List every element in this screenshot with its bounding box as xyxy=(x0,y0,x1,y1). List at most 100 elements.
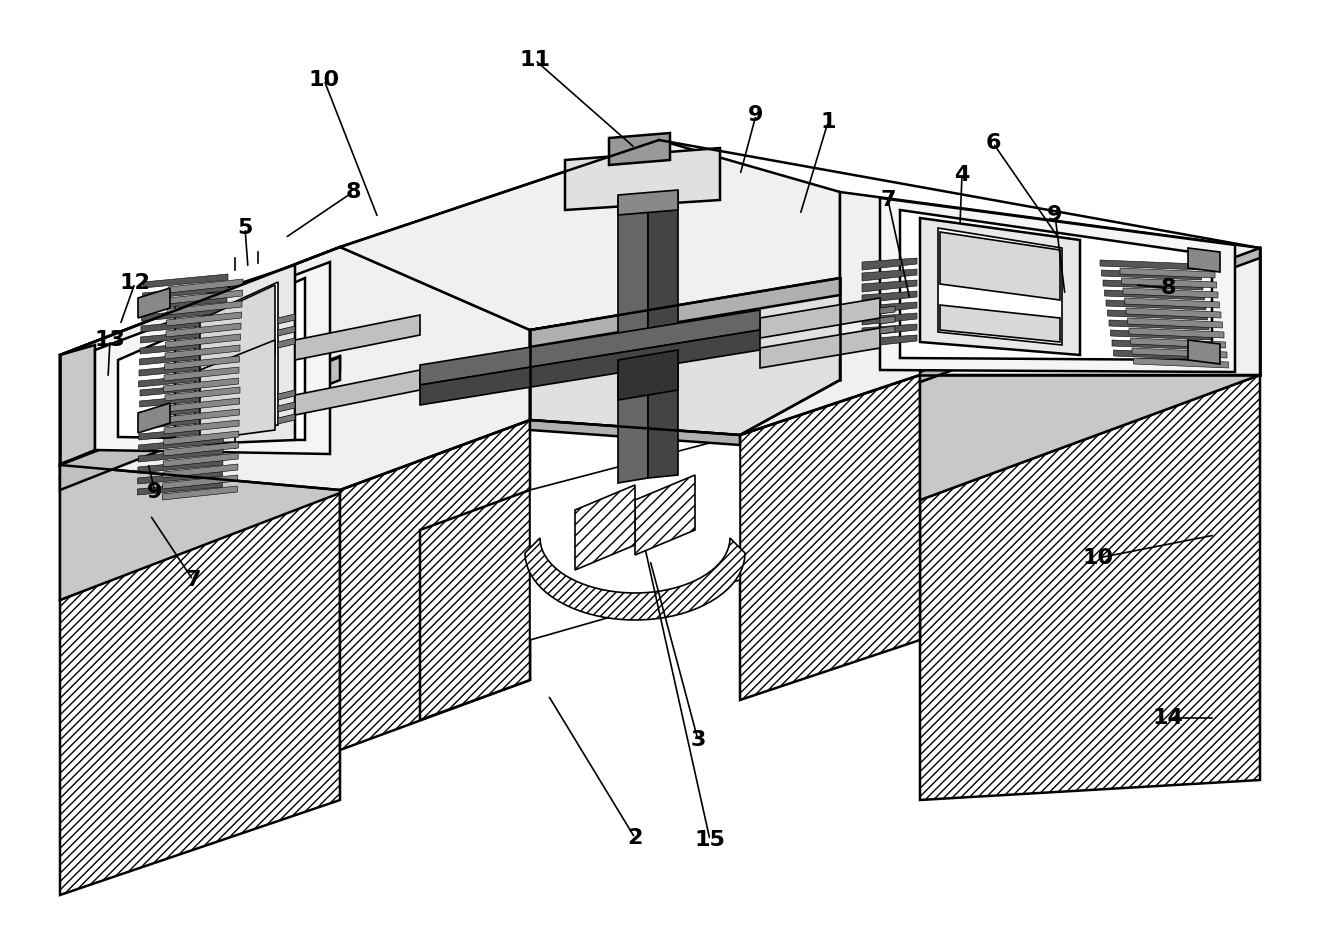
Polygon shape xyxy=(863,258,917,270)
Polygon shape xyxy=(619,195,648,483)
Polygon shape xyxy=(863,291,917,303)
Polygon shape xyxy=(619,190,678,215)
Polygon shape xyxy=(165,409,240,423)
Polygon shape xyxy=(140,340,226,354)
Text: 5: 5 xyxy=(237,218,253,238)
Polygon shape xyxy=(164,464,237,478)
Polygon shape xyxy=(164,420,239,434)
Text: 14: 14 xyxy=(1153,708,1183,728)
Polygon shape xyxy=(1109,320,1210,330)
Polygon shape xyxy=(138,362,224,376)
Polygon shape xyxy=(919,258,1260,500)
Polygon shape xyxy=(1113,350,1213,360)
Polygon shape xyxy=(565,148,720,210)
Polygon shape xyxy=(1125,298,1220,308)
Polygon shape xyxy=(142,285,227,299)
Text: 13: 13 xyxy=(95,330,125,350)
Polygon shape xyxy=(166,312,241,326)
Polygon shape xyxy=(530,278,840,347)
Text: 10: 10 xyxy=(309,70,339,90)
Polygon shape xyxy=(164,378,239,392)
Polygon shape xyxy=(278,314,295,324)
Polygon shape xyxy=(138,437,223,451)
Polygon shape xyxy=(165,356,240,370)
Text: 2: 2 xyxy=(628,828,642,848)
Polygon shape xyxy=(760,298,880,338)
Polygon shape xyxy=(164,453,239,467)
Polygon shape xyxy=(164,367,239,381)
Text: 7: 7 xyxy=(185,570,200,590)
Polygon shape xyxy=(919,375,1260,800)
Polygon shape xyxy=(575,485,634,570)
Text: 12: 12 xyxy=(120,273,150,293)
Polygon shape xyxy=(1132,348,1227,358)
Polygon shape xyxy=(142,274,228,288)
Text: 9: 9 xyxy=(148,482,162,502)
Polygon shape xyxy=(609,133,670,165)
Text: 3: 3 xyxy=(690,730,706,750)
Polygon shape xyxy=(165,387,240,401)
Text: 4: 4 xyxy=(955,165,969,185)
Polygon shape xyxy=(168,301,241,315)
Polygon shape xyxy=(938,228,1062,345)
Text: 6: 6 xyxy=(985,133,1001,153)
Polygon shape xyxy=(140,382,226,396)
Text: 1: 1 xyxy=(820,112,836,132)
Polygon shape xyxy=(138,373,223,387)
Polygon shape xyxy=(278,390,295,400)
Text: 10: 10 xyxy=(1083,548,1113,568)
Polygon shape xyxy=(1111,330,1211,340)
Polygon shape xyxy=(164,442,239,456)
Polygon shape xyxy=(530,192,1260,435)
Polygon shape xyxy=(863,302,917,314)
Polygon shape xyxy=(1101,270,1202,280)
Polygon shape xyxy=(162,475,237,489)
Polygon shape xyxy=(164,431,239,445)
Polygon shape xyxy=(340,420,530,750)
Polygon shape xyxy=(140,404,224,418)
Polygon shape xyxy=(1108,310,1207,320)
Polygon shape xyxy=(59,247,340,465)
Text: 15: 15 xyxy=(695,830,725,850)
Polygon shape xyxy=(880,316,896,324)
Polygon shape xyxy=(138,403,170,433)
Polygon shape xyxy=(863,280,917,292)
Polygon shape xyxy=(863,324,917,336)
Text: 7: 7 xyxy=(880,190,896,210)
Polygon shape xyxy=(1103,280,1203,290)
Polygon shape xyxy=(900,210,1212,360)
Polygon shape xyxy=(59,247,530,490)
Polygon shape xyxy=(525,538,745,620)
Polygon shape xyxy=(880,326,896,334)
Polygon shape xyxy=(142,296,227,310)
Polygon shape xyxy=(648,192,678,478)
Polygon shape xyxy=(295,370,419,415)
Polygon shape xyxy=(278,338,295,348)
Polygon shape xyxy=(1120,268,1215,278)
Polygon shape xyxy=(141,318,226,332)
Polygon shape xyxy=(880,306,896,314)
Polygon shape xyxy=(59,356,340,478)
Polygon shape xyxy=(140,393,224,407)
Polygon shape xyxy=(162,486,237,500)
Polygon shape xyxy=(59,355,340,600)
Polygon shape xyxy=(1128,318,1223,328)
Polygon shape xyxy=(1126,308,1221,318)
Polygon shape xyxy=(168,290,243,304)
Polygon shape xyxy=(59,247,340,355)
Polygon shape xyxy=(138,288,170,318)
Polygon shape xyxy=(1122,288,1217,298)
Text: 9: 9 xyxy=(1047,205,1063,225)
Polygon shape xyxy=(1129,328,1224,338)
Polygon shape xyxy=(634,475,695,555)
Polygon shape xyxy=(59,357,340,490)
Polygon shape xyxy=(1100,260,1200,270)
Polygon shape xyxy=(200,340,274,440)
Polygon shape xyxy=(419,310,760,385)
Polygon shape xyxy=(530,280,840,435)
Polygon shape xyxy=(195,282,278,432)
Polygon shape xyxy=(940,232,1060,300)
Polygon shape xyxy=(340,140,840,330)
Polygon shape xyxy=(919,218,1080,355)
Polygon shape xyxy=(1130,338,1225,348)
